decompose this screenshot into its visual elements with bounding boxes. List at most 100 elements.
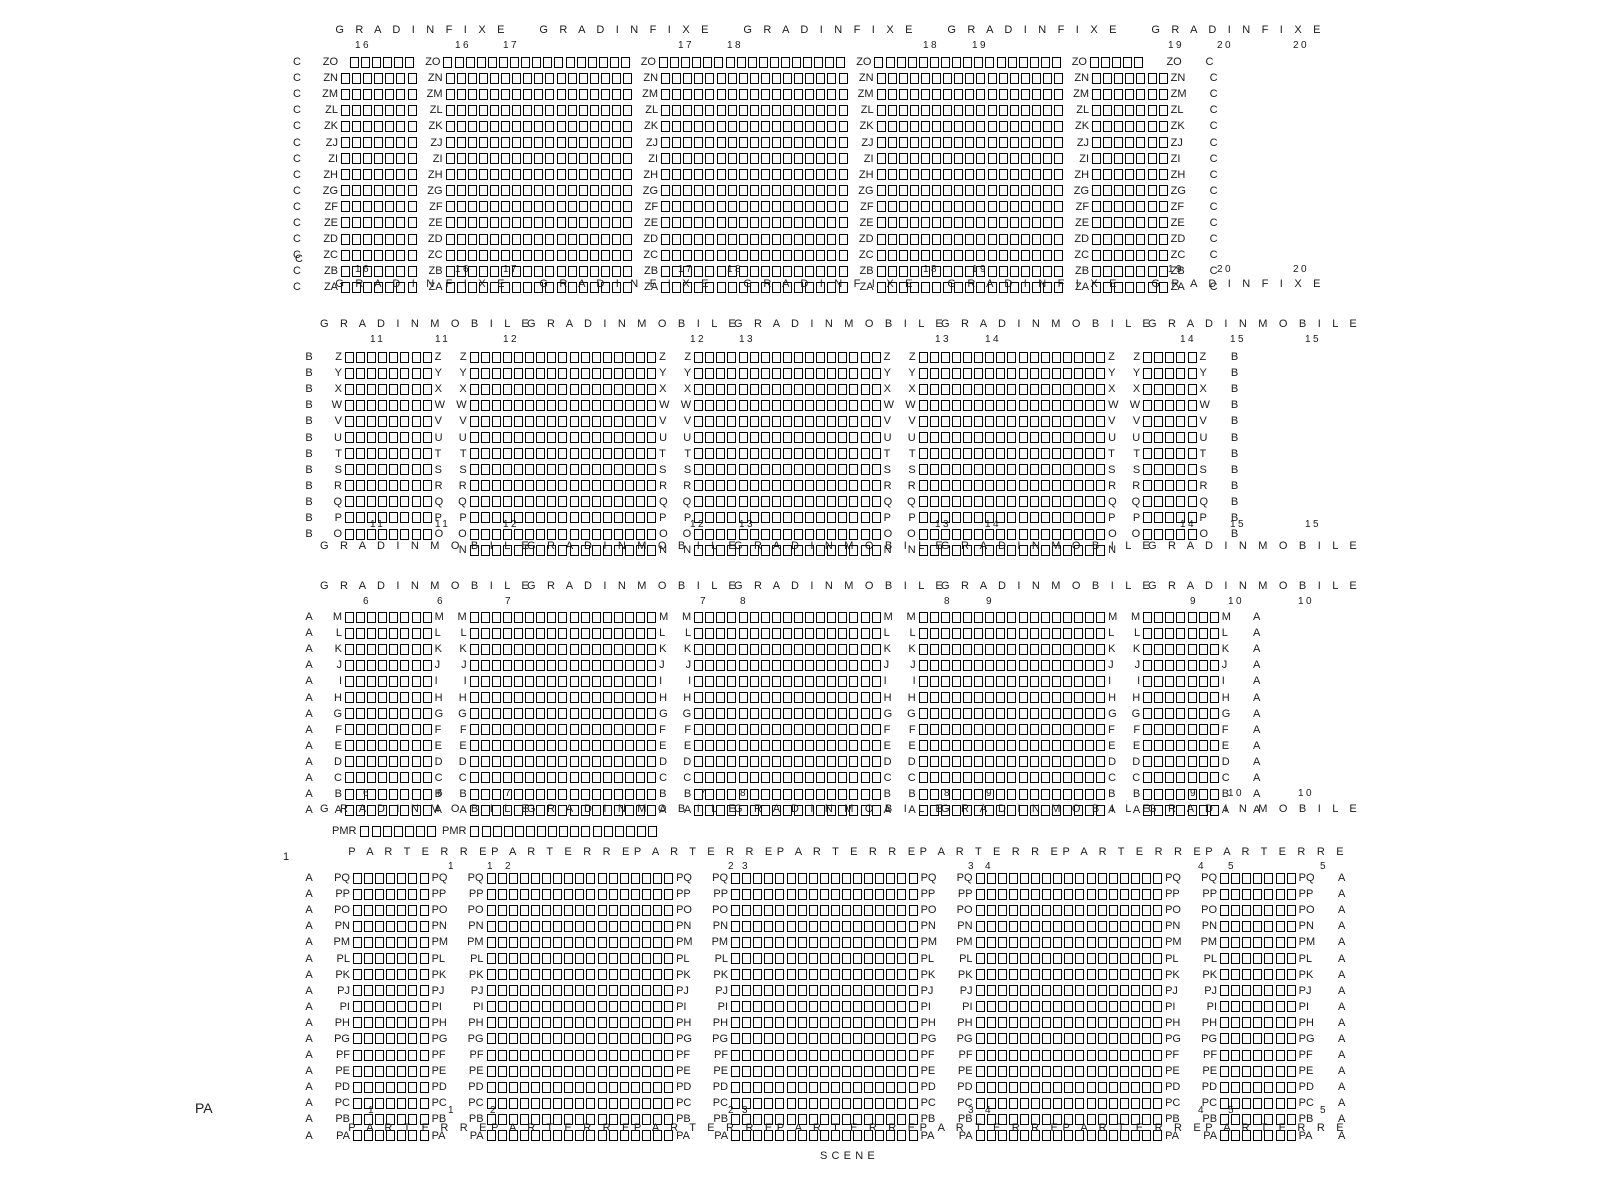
seat[interactable] — [536, 383, 546, 395]
seat[interactable] — [742, 1033, 752, 1045]
seat[interactable] — [782, 512, 792, 524]
seat[interactable] — [1097, 1017, 1107, 1029]
seat[interactable] — [1187, 675, 1197, 687]
seat[interactable] — [974, 643, 984, 655]
seat[interactable] — [694, 627, 704, 639]
seat[interactable] — [661, 265, 671, 277]
seat[interactable] — [683, 88, 693, 100]
seat[interactable] — [1007, 659, 1017, 671]
seat[interactable] — [694, 351, 704, 363]
seat[interactable] — [1253, 985, 1263, 997]
seat[interactable] — [951, 544, 961, 556]
seat[interactable] — [580, 496, 590, 508]
seat[interactable] — [536, 756, 546, 768]
seat[interactable] — [624, 367, 634, 379]
seat[interactable] — [1096, 528, 1106, 540]
seat[interactable] — [613, 611, 623, 623]
seat[interactable] — [1040, 675, 1050, 687]
seat[interactable] — [727, 367, 737, 379]
seat[interactable] — [694, 281, 704, 293]
seat[interactable] — [536, 740, 546, 752]
seat[interactable] — [641, 872, 651, 884]
seat[interactable] — [408, 969, 418, 981]
seat[interactable] — [469, 788, 479, 800]
seat[interactable] — [742, 888, 752, 900]
seat[interactable] — [918, 692, 928, 704]
seat[interactable] — [502, 464, 512, 476]
seat[interactable] — [749, 788, 759, 800]
seat[interactable] — [986, 1049, 996, 1061]
seat[interactable] — [1062, 804, 1072, 816]
seat[interactable] — [580, 788, 590, 800]
seat[interactable] — [575, 1049, 585, 1061]
seat[interactable] — [630, 985, 640, 997]
seat[interactable] — [849, 464, 859, 476]
seat[interactable] — [489, 185, 499, 197]
seat[interactable] — [1062, 708, 1072, 720]
seat[interactable] — [1143, 512, 1153, 524]
seat[interactable] — [1242, 1049, 1252, 1061]
seat[interactable] — [764, 1017, 774, 1029]
seat[interactable] — [838, 448, 848, 460]
seat[interactable] — [1242, 969, 1252, 981]
seat[interactable] — [871, 528, 881, 540]
seat[interactable] — [805, 249, 815, 261]
seat[interactable] — [986, 888, 996, 900]
seat[interactable] — [727, 611, 737, 623]
seat[interactable] — [998, 185, 1008, 197]
seat[interactable] — [940, 708, 950, 720]
seat[interactable] — [1103, 104, 1113, 116]
seat[interactable] — [407, 120, 417, 132]
seat[interactable] — [1051, 788, 1061, 800]
seat[interactable] — [1064, 1033, 1074, 1045]
seat[interactable] — [1253, 1049, 1263, 1061]
seat[interactable] — [819, 1065, 829, 1077]
seat[interactable] — [407, 169, 417, 181]
seat[interactable] — [1153, 904, 1163, 916]
seat[interactable] — [932, 169, 942, 181]
seat[interactable] — [545, 233, 555, 245]
seat[interactable] — [897, 904, 907, 916]
seat[interactable] — [1053, 953, 1063, 965]
seat[interactable] — [1187, 496, 1197, 508]
seat[interactable] — [827, 249, 837, 261]
seat[interactable] — [501, 120, 511, 132]
seat[interactable] — [530, 953, 540, 965]
seat[interactable] — [1220, 1081, 1230, 1093]
seat[interactable] — [619, 1017, 629, 1029]
seat[interactable] — [1020, 120, 1030, 132]
seat[interactable] — [842, 1001, 851, 1013]
seat[interactable] — [775, 1065, 785, 1077]
seat[interactable] — [389, 415, 399, 427]
seat[interactable] — [1198, 804, 1208, 816]
seat[interactable] — [805, 72, 815, 84]
seat[interactable] — [886, 1033, 896, 1045]
seat[interactable] — [367, 756, 377, 768]
seat[interactable] — [514, 383, 524, 395]
seat[interactable] — [996, 772, 1006, 784]
seat[interactable] — [397, 904, 407, 916]
seat[interactable] — [920, 120, 930, 132]
seat[interactable] — [598, 56, 608, 68]
seat[interactable] — [375, 1033, 385, 1045]
seat[interactable] — [941, 56, 951, 68]
seat[interactable] — [830, 953, 840, 965]
seat[interactable] — [630, 936, 640, 948]
seat[interactable] — [727, 659, 737, 671]
seat[interactable] — [564, 1049, 574, 1061]
seat[interactable] — [742, 985, 752, 997]
seat[interactable] — [602, 464, 612, 476]
seat[interactable] — [875, 920, 885, 932]
seat[interactable] — [871, 544, 881, 556]
seat[interactable] — [491, 611, 501, 623]
seat[interactable] — [943, 249, 953, 261]
seat[interactable] — [775, 888, 785, 900]
seat[interactable] — [600, 217, 610, 229]
seat[interactable] — [641, 1065, 651, 1077]
seat[interactable] — [352, 153, 362, 165]
seat[interactable] — [567, 72, 577, 84]
seat[interactable] — [624, 643, 634, 655]
seat[interactable] — [374, 201, 384, 213]
seat[interactable] — [1264, 1033, 1274, 1045]
seat[interactable] — [838, 432, 848, 444]
